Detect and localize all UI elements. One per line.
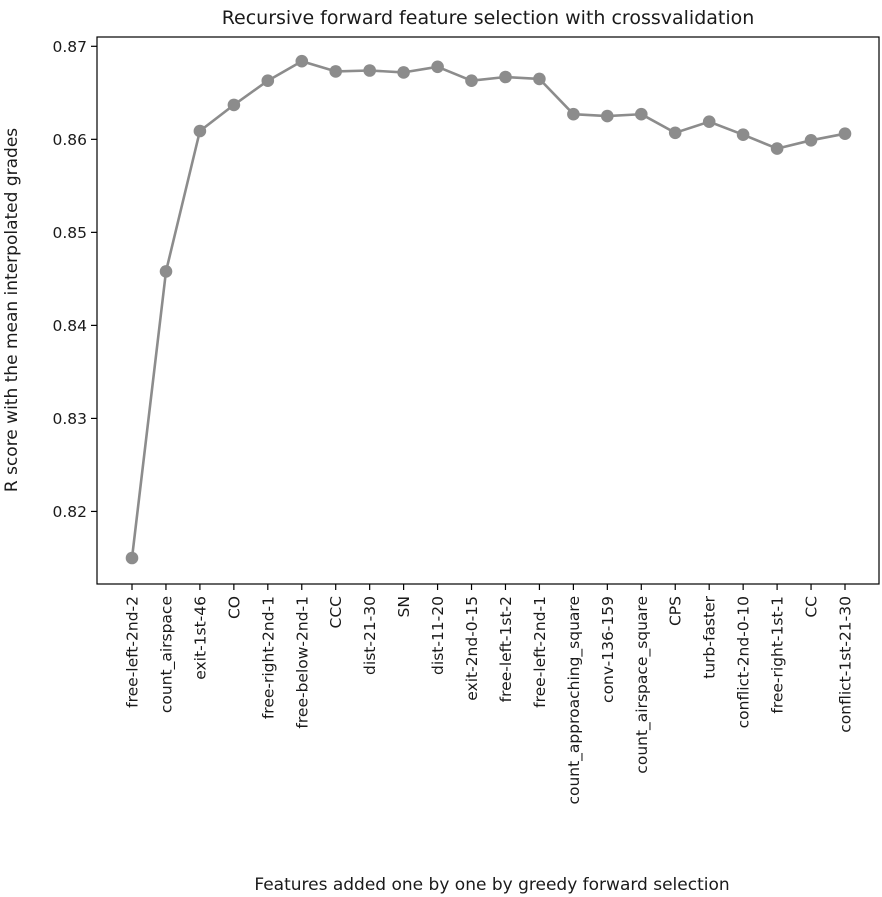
x-tick-label: free-right-1st-1 bbox=[769, 596, 787, 714]
chart-title: Recursive forward feature selection with… bbox=[222, 7, 755, 29]
y-tick-label: 0.86 bbox=[52, 131, 87, 149]
x-tick-label: count_airspace_square bbox=[633, 596, 652, 774]
data-point bbox=[770, 142, 784, 155]
data-point bbox=[193, 124, 207, 138]
data-point bbox=[227, 98, 241, 112]
x-tick-label: CCC bbox=[327, 596, 345, 628]
y-axis-ticks: 0.82 0.83 0.84 0.85 0.86 0.87 bbox=[52, 38, 97, 521]
data-point bbox=[499, 70, 512, 84]
x-tick-label: dist-11-20 bbox=[429, 596, 447, 675]
x-tick-label: conflict-2nd-0-10 bbox=[735, 596, 753, 728]
x-tick-label: free-below-2nd-1 bbox=[293, 596, 311, 729]
y-tick-label: 0.84 bbox=[52, 317, 87, 335]
y-axis-label: R score with the mean interpolated grade… bbox=[2, 128, 22, 492]
x-tick-label: CPS bbox=[667, 596, 685, 626]
x-tick-label: turb-faster bbox=[701, 595, 719, 678]
x-tick-label: CC bbox=[803, 596, 821, 618]
data-point bbox=[431, 60, 444, 74]
x-tick-label: exit-1st-46 bbox=[191, 596, 209, 680]
x-axis-label: Features added one by one by greedy forw… bbox=[254, 875, 729, 895]
data-point bbox=[601, 109, 614, 123]
x-tick-label: free-right-2nd-1 bbox=[259, 596, 277, 719]
data-point bbox=[261, 74, 275, 87]
x-axis-ticks: free-left-2nd-2 count_airspace exit-1st-46… bbox=[124, 584, 855, 805]
data-point bbox=[159, 265, 173, 278]
data-point bbox=[702, 115, 716, 128]
data-point bbox=[838, 127, 852, 140]
series-line bbox=[130, 59, 846, 559]
plot-frame bbox=[96, 36, 880, 585]
y-tick-label: 0.85 bbox=[52, 224, 87, 242]
data-point bbox=[397, 66, 410, 79]
x-tick-label: exit-2nd-0-15 bbox=[463, 596, 481, 701]
y-tick-label: 0.87 bbox=[52, 38, 87, 56]
y-tick-label: 0.83 bbox=[52, 410, 87, 428]
x-tick-label: SN bbox=[395, 596, 413, 617]
y-tick-label: 0.82 bbox=[52, 503, 87, 521]
x-tick-label: count_approaching_square bbox=[565, 596, 584, 805]
x-tick-label: dist-21-30 bbox=[361, 596, 379, 675]
data-point bbox=[533, 72, 546, 86]
data-point bbox=[363, 64, 377, 77]
data-point bbox=[668, 126, 682, 140]
x-tick-label: free-left-2nd-1 bbox=[531, 596, 549, 708]
data-point bbox=[635, 107, 648, 121]
x-tick-label: free-left-2nd-2 bbox=[124, 596, 142, 708]
data-point bbox=[465, 74, 478, 87]
x-tick-label: CO bbox=[225, 596, 243, 619]
data-point bbox=[125, 551, 139, 565]
data-point bbox=[329, 65, 343, 78]
x-tick-label: count_airspace bbox=[158, 596, 177, 713]
x-tick-label: free-left-1st-2 bbox=[497, 596, 515, 702]
data-point bbox=[567, 107, 580, 121]
data-point bbox=[295, 54, 309, 68]
x-tick-label: conv-136-159 bbox=[599, 596, 617, 703]
data-point bbox=[736, 128, 750, 141]
data-point bbox=[804, 134, 818, 147]
x-tick-label: conflict-1st-21-30 bbox=[837, 596, 855, 733]
plot-area bbox=[125, 54, 852, 565]
